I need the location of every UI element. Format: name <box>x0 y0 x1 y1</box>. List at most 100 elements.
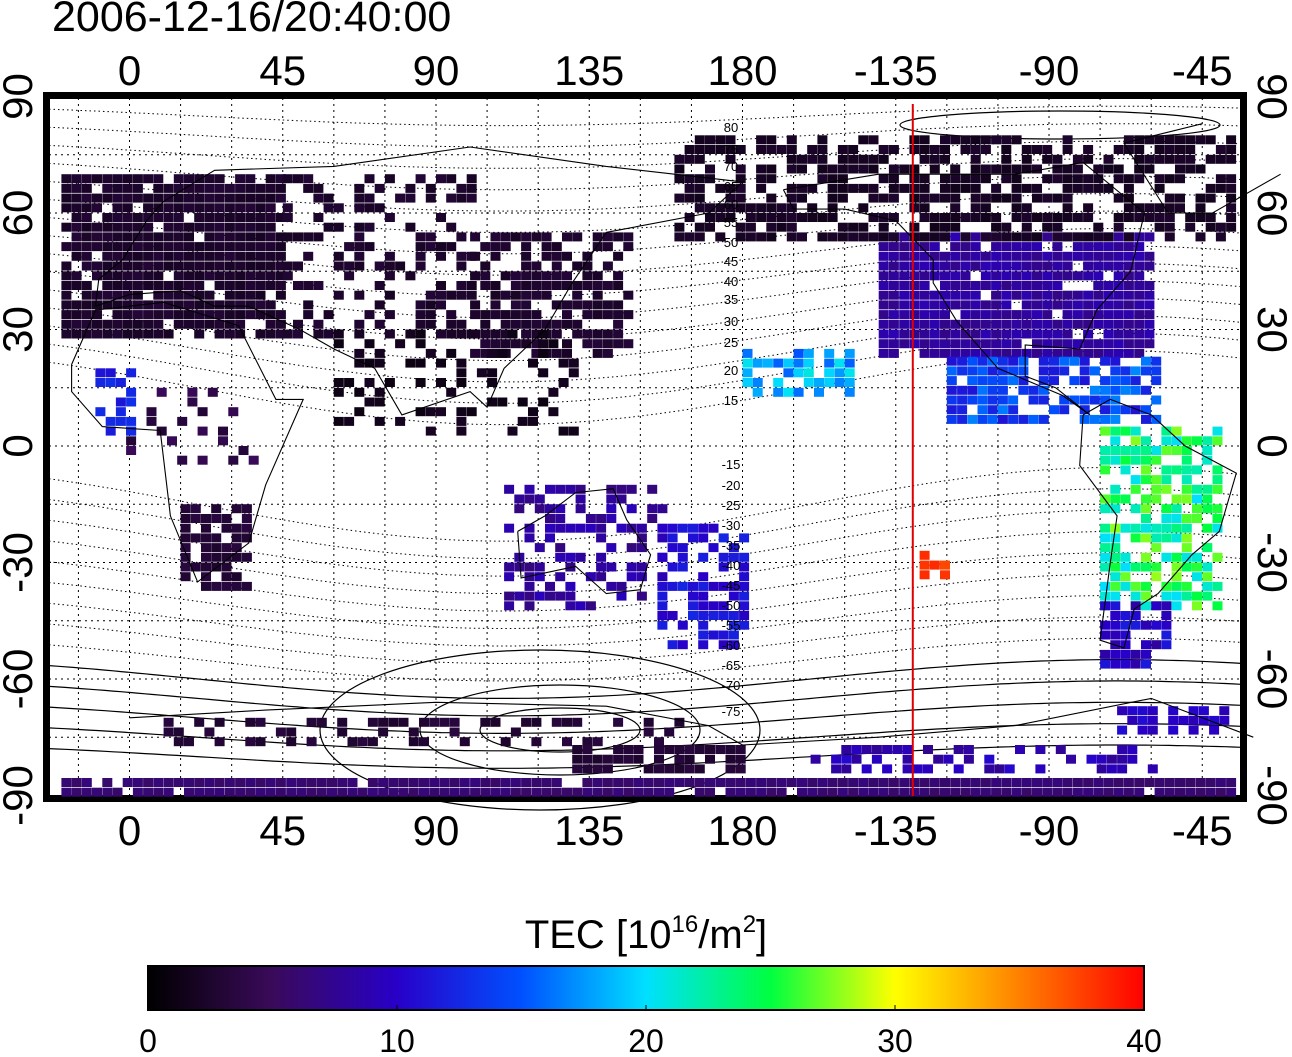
tec-cell <box>980 145 991 154</box>
tec-cell <box>715 135 726 145</box>
tec-cell <box>909 271 920 281</box>
tec-cell <box>71 203 82 213</box>
tec-cell <box>235 787 246 797</box>
tec-cell <box>1120 572 1131 582</box>
tec-cell <box>1161 504 1172 514</box>
tec-cell <box>1103 251 1114 261</box>
tec-cell <box>728 640 739 650</box>
tec-cell <box>1011 339 1022 349</box>
tec-cell <box>204 727 215 737</box>
tec-cell <box>1052 261 1063 271</box>
tec-cell <box>405 193 416 203</box>
tec-cell <box>1171 436 1182 446</box>
tec-cell <box>531 310 542 320</box>
tec-cell <box>1141 659 1151 669</box>
tec-cell <box>245 251 256 261</box>
tec-cell <box>61 183 72 193</box>
tec-cell <box>374 358 385 368</box>
tec-cell <box>725 778 736 787</box>
tec-cell <box>1032 300 1042 310</box>
coastline <box>71 301 305 583</box>
tec-cell <box>1215 778 1226 787</box>
tec-cell <box>1072 213 1083 222</box>
tec-cell <box>177 416 188 426</box>
tec-cell <box>1175 145 1185 154</box>
tec-cell <box>636 562 647 572</box>
tec-cell <box>545 484 555 494</box>
tec-cell <box>735 145 746 154</box>
tec-cell <box>1110 405 1121 415</box>
tec-cell <box>674 174 685 184</box>
tec-cell <box>705 145 715 154</box>
tec-cell <box>201 533 211 543</box>
tec-cell <box>204 271 215 281</box>
tec-cell <box>163 251 174 261</box>
tec-cell <box>1086 754 1097 764</box>
tec-cell <box>92 232 102 242</box>
tec-cell <box>122 213 133 222</box>
tec-cell <box>1120 426 1131 436</box>
tec-cell <box>1123 135 1134 145</box>
tec-cell <box>122 329 133 339</box>
tec-cell <box>977 366 988 376</box>
tec-cell <box>807 203 818 213</box>
tec-cell <box>613 232 624 242</box>
tec-cell <box>565 591 576 601</box>
tec-cell <box>143 203 154 213</box>
tec-cell <box>1093 319 1104 329</box>
tec-cell <box>688 591 698 601</box>
tec-cell <box>1171 601 1182 611</box>
tec-cell <box>500 737 511 747</box>
tec-cell <box>817 778 828 787</box>
tec-cell <box>425 300 436 310</box>
tec-cell <box>425 290 436 300</box>
tec-cell <box>419 737 429 747</box>
tec-cell <box>803 368 814 378</box>
tec-cell <box>456 368 467 378</box>
tec-cell <box>919 787 930 797</box>
tec-cell <box>1192 436 1202 446</box>
tec-cell <box>122 310 133 320</box>
tec-cell <box>313 232 324 242</box>
tec-cell <box>582 251 593 261</box>
tec-cell <box>718 640 729 650</box>
tec-cell <box>1008 366 1019 376</box>
tec-cell <box>1072 319 1083 329</box>
tec-cell <box>92 193 102 203</box>
tec-cell <box>899 300 910 310</box>
tec-cell <box>837 154 848 164</box>
tec-cell <box>698 572 709 582</box>
tec-cell <box>919 281 930 290</box>
tec-cell <box>524 533 535 543</box>
tec-cell <box>957 395 968 405</box>
tec-cell <box>81 261 92 271</box>
tec-cell <box>657 611 668 620</box>
tec-cell <box>480 242 491 252</box>
tec-cell <box>582 271 593 281</box>
tec-cell <box>204 232 215 242</box>
tec-cell <box>1141 533 1151 543</box>
tec-cell <box>1093 339 1104 349</box>
tec-cell <box>282 329 293 339</box>
tec-cell <box>265 787 276 797</box>
tec-cell <box>960 319 971 329</box>
tec-cell <box>654 745 664 754</box>
tec-cell <box>929 329 940 339</box>
contour-label: 35 <box>724 292 738 307</box>
tec-cell <box>194 183 205 193</box>
tec-cell <box>1151 366 1162 376</box>
tec-cell <box>739 591 750 601</box>
tec-cell <box>1178 715 1189 725</box>
tec-cell <box>528 407 538 417</box>
tec-cell <box>429 778 440 787</box>
tec-cell <box>674 778 685 787</box>
tec-cell <box>408 778 419 787</box>
tec-cell <box>61 203 72 213</box>
tec-cell <box>705 135 715 145</box>
tec-cell <box>1164 222 1175 232</box>
tec-cell <box>180 533 191 543</box>
tec-cell <box>940 310 950 320</box>
tec-cell <box>1141 504 1151 514</box>
magnetic-contour <box>48 530 1242 595</box>
tec-cell <box>214 310 225 320</box>
